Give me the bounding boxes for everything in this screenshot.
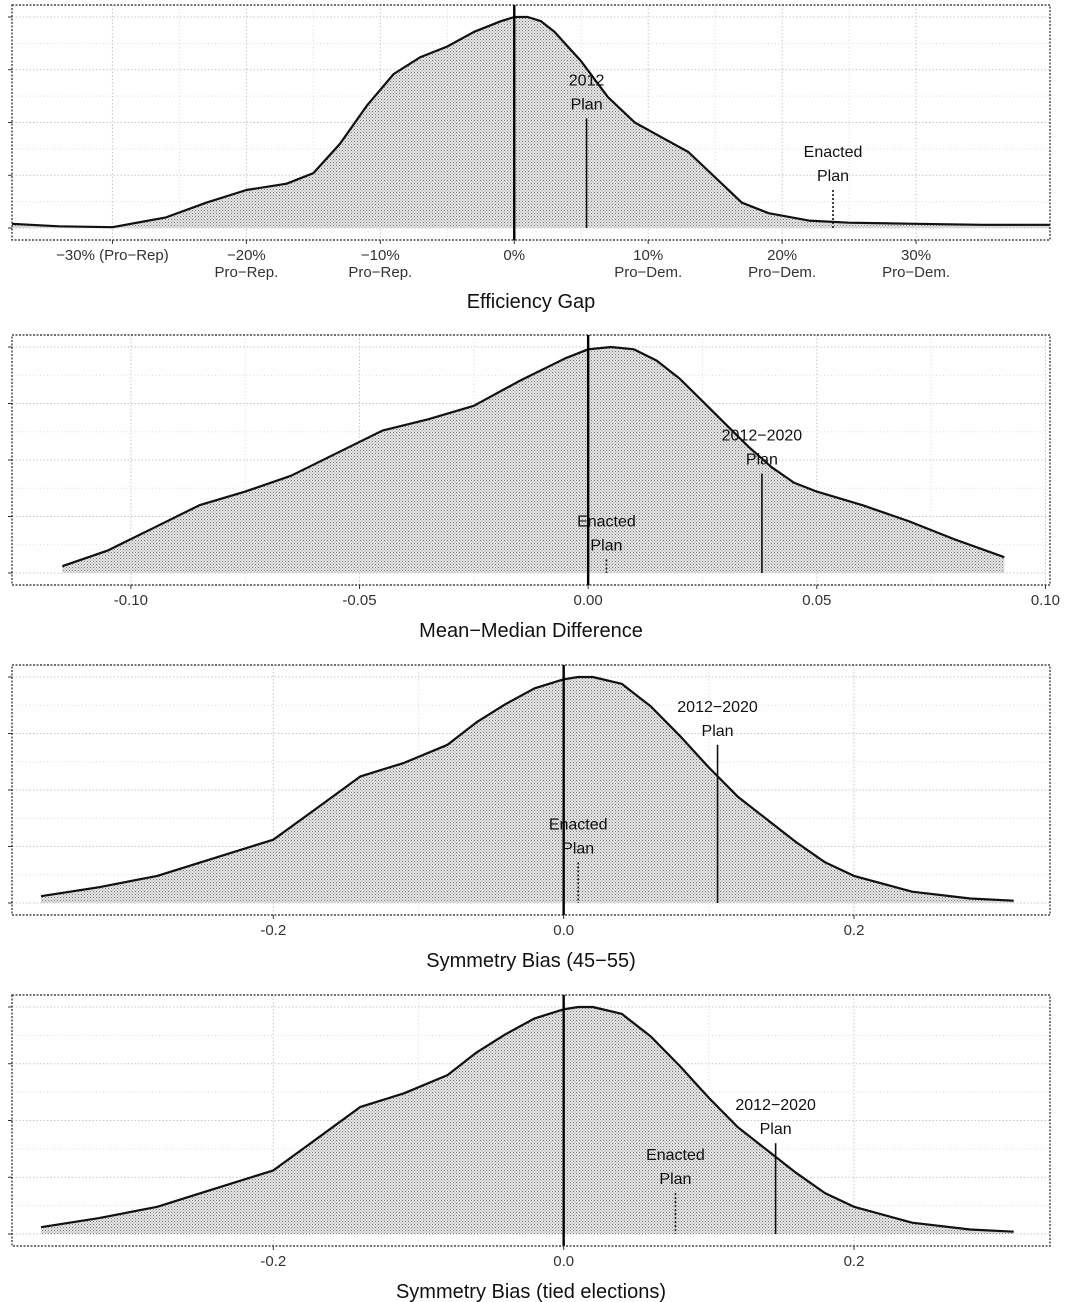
x-tick-label: 0% — [503, 247, 525, 264]
x-axis-ticks: -0.10 -0.05 0.00 0.05 0.10 — [114, 585, 1060, 609]
x-tick-label: −10% — [361, 247, 400, 264]
plan-label-line1: Enacted — [577, 513, 636, 530]
x-tick-label: 0.05 — [802, 592, 831, 609]
density-curve — [40, 1005, 1014, 1233]
x-axis-ticks: −30% (Pro−Rep) −20%Pro−Rep.−10%Pro−Rep.0%… — [56, 240, 950, 281]
density-fill — [12, 17, 1050, 228]
plan-label-line2: Plan — [746, 452, 778, 469]
x-tick-label: -0.2 — [260, 1253, 286, 1270]
x-tick-label: −20% — [227, 247, 266, 264]
x-tick-label-line2: Pro−Dem. — [614, 264, 682, 281]
x-tick-label: 0.00 — [574, 592, 603, 609]
x-tick-label: 20% — [767, 247, 797, 264]
x-tick-label: 30% — [901, 247, 931, 264]
x-axis-title: Mean−Median Difference — [419, 620, 643, 642]
x-tick-label: 0.0 — [553, 922, 574, 939]
plan-annotation: Enacted Plan — [577, 513, 636, 573]
x-tick-label-line2: Pro−Rep. — [348, 264, 412, 281]
plan-label-line2: Plan — [817, 168, 849, 185]
plan-annotation: Enacted Plan — [646, 1147, 705, 1234]
density-curve — [61, 345, 1005, 568]
plan-label-line1: 2012−2020 — [677, 699, 758, 716]
plan-label-line2: Plan — [702, 723, 734, 740]
plan-label-line1: 2012−2020 — [735, 1097, 816, 1114]
x-tick-label: 0.0 — [553, 1253, 574, 1270]
plan-label-line2: Plan — [571, 96, 603, 113]
density-fill — [41, 677, 1014, 903]
plan-label-line1: Enacted — [804, 144, 863, 161]
panel-border — [11, 994, 1051, 1247]
density-curve — [11, 15, 1050, 229]
plan-label-line2: Plan — [562, 840, 594, 857]
x-tick-label: −30% (Pro−Rep) — [56, 247, 169, 264]
density-curve — [40, 675, 1014, 902]
x-tick-label-line2: Pro−Dem. — [882, 264, 950, 281]
panel-border — [11, 334, 1051, 586]
plan-label-line1: 2012 — [569, 72, 605, 89]
x-tick-label-line2: Pro−Dem. — [748, 264, 816, 281]
x-axis-title: Symmetry Bias (45−55) — [426, 950, 636, 972]
plan-annotation: 2012−2020 Plan — [722, 428, 803, 573]
plan-label-line1: Enacted — [549, 816, 608, 833]
density-panel-3: 2012−2020 Plan Enacted Plan -0.2 0.0 0.2 Symmet… — [8, 664, 1051, 972]
density-panel-2: 2012−2020 Plan Enacted Plan -0.10 -0.05 0.00 0.… — [8, 334, 1060, 642]
density-fill — [41, 1007, 1014, 1234]
x-tick-label: 0.2 — [844, 922, 865, 939]
x-tick-label: -0.05 — [342, 592, 376, 609]
x-tick-label: 0.10 — [1031, 592, 1060, 609]
plan-label-line2: Plan — [590, 537, 622, 554]
x-axis-ticks: -0.2 0.0 0.2 — [260, 1246, 864, 1270]
plan-annotation: Enacted Plan — [549, 816, 608, 903]
plan-annotation: 2012−2020 Plan — [677, 699, 758, 903]
plan-annotation: 2012−2020 Plan — [735, 1097, 816, 1234]
panel-border — [11, 664, 1051, 916]
plan-annotation: 2012 Plan — [569, 72, 605, 228]
density-fill — [62, 347, 1005, 573]
density-panel-4: 2012−2020 Plan Enacted Plan -0.2 0.0 0.2 Symmet… — [8, 994, 1051, 1302]
plan-label-line2: Plan — [760, 1121, 792, 1138]
plan-label-line2: Plan — [659, 1171, 691, 1188]
x-tick-label: -0.2 — [260, 922, 286, 939]
panel-border — [11, 4, 1051, 241]
plan-label-line1: 2012−2020 — [722, 428, 803, 445]
x-axis-title: Symmetry Bias (tied elections) — [396, 1281, 666, 1302]
x-tick-label: 0.2 — [844, 1253, 865, 1270]
x-tick-label: 10% — [633, 247, 663, 264]
x-tick-label: -0.10 — [114, 592, 148, 609]
x-axis-ticks: -0.2 0.0 0.2 — [260, 915, 864, 939]
x-tick-label-line2: Pro−Rep. — [214, 264, 278, 281]
plan-label-line1: Enacted — [646, 1147, 705, 1164]
x-axis-title: Efficiency Gap — [467, 291, 596, 313]
plan-annotation: Enacted Plan — [804, 144, 863, 228]
